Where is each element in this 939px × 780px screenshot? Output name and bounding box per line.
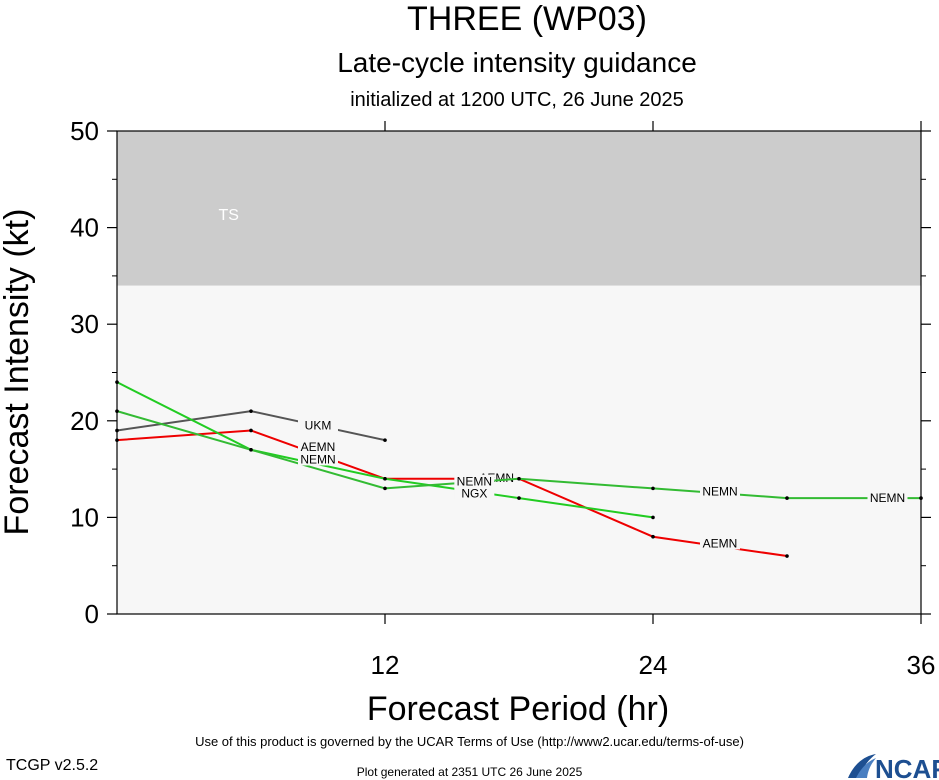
- series-label-bg: [700, 484, 740, 498]
- data-point: [785, 554, 789, 558]
- band-label-1: TS: [218, 207, 238, 224]
- series-label-bg: [454, 486, 495, 500]
- data-point: [115, 438, 119, 442]
- x-tick-label: 24: [639, 650, 668, 680]
- band-0: [117, 285, 921, 614]
- x-tick-label: 12: [371, 650, 400, 680]
- data-point: [383, 476, 387, 481]
- ncar-logo: NCAR: [848, 754, 939, 780]
- series-layer: UKMAEMNAEMNAEMNNGXNGXNEMNNEMNNEMNNEMN: [115, 380, 923, 558]
- data-point: [919, 496, 923, 500]
- data-point: [249, 447, 253, 452]
- chart-init-time: initialized at 1200 UTC, 26 June 2025: [350, 89, 684, 111]
- x-tick-label: 36: [907, 650, 936, 680]
- data-point: [249, 409, 253, 413]
- data-point: [517, 476, 521, 481]
- data-point: [651, 515, 655, 520]
- data-point: [115, 428, 119, 433]
- y-tick-label: 0: [85, 599, 99, 629]
- x-axis-label: Forecast Period (hr): [367, 690, 669, 728]
- data-point: [115, 409, 119, 413]
- ncar-logo-text: NCAR: [875, 754, 939, 780]
- data-point: [785, 496, 789, 500]
- series-label: AEMN: [301, 440, 336, 454]
- data-point: [383, 486, 387, 491]
- axes: 0 10 20 30 40 50 12 24 36: [70, 116, 935, 680]
- series-label-bg: [867, 491, 908, 505]
- series-label: NEMN: [870, 491, 905, 505]
- intensity-bands: TS: [117, 131, 921, 614]
- y-tick-label: 10: [70, 502, 99, 532]
- series-label: NEMN: [457, 475, 492, 489]
- band-1: [117, 131, 921, 286]
- series-label-bg: [298, 418, 338, 432]
- chart-title: THREE (WP03): [407, 0, 647, 38]
- version-label: TCGP v2.5.2: [6, 757, 99, 774]
- series-label: NEMN: [702, 484, 737, 498]
- generated-timestamp: Plot generated at 2351 UTC 26 June 2025: [356, 765, 583, 779]
- data-point: [517, 496, 521, 500]
- y-tick-label: 30: [70, 309, 99, 339]
- data-point: [115, 380, 119, 384]
- series-line-aemn: [116, 429, 788, 558]
- data-point: [651, 486, 655, 491]
- series-label-bg: [298, 452, 338, 466]
- series-label: UKM: [305, 419, 332, 433]
- terms-of-use: Use of this product is governed by the U…: [195, 734, 744, 749]
- y-tick-label: 50: [70, 116, 99, 146]
- series-label: NGX: [461, 486, 487, 500]
- chart-subtitle: Late-cycle intensity guidance: [337, 47, 697, 78]
- y-axis-label: Forecast Intensity (kt): [0, 209, 36, 536]
- series-label-bg: [454, 474, 495, 488]
- y-tick-label: 20: [70, 406, 99, 436]
- y-tick-label: 40: [70, 213, 99, 243]
- series-label: AEMN: [703, 536, 738, 550]
- data-point: [651, 534, 655, 539]
- data-point: [249, 428, 253, 433]
- series-label-bg: [700, 536, 740, 550]
- data-point: [383, 438, 387, 442]
- series-label-bg: [298, 439, 338, 453]
- series-label: NEMN: [300, 452, 335, 466]
- series-nemn: NEMN NEMN NEMN NEMN: [115, 409, 923, 505]
